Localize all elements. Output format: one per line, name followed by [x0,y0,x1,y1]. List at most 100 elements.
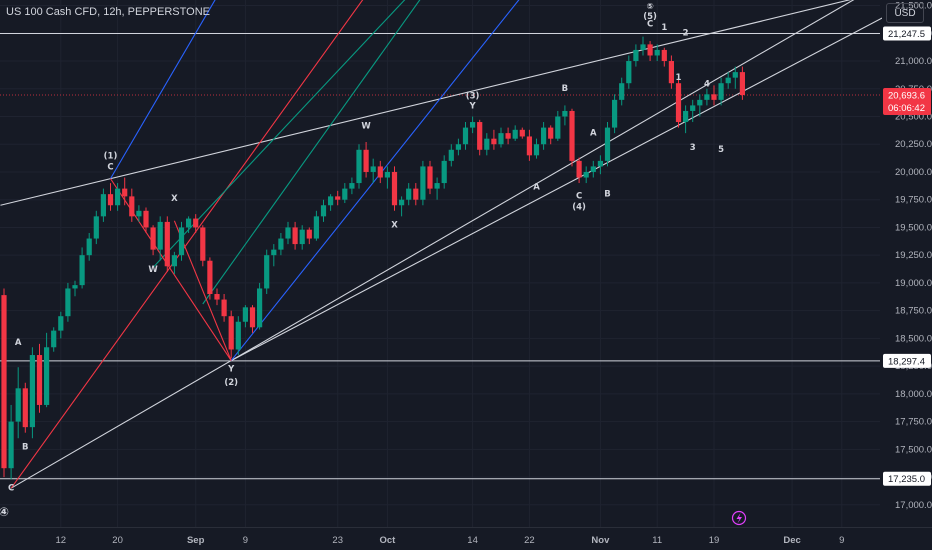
candle-body [413,188,419,200]
candle-body [711,94,717,100]
fork-green-line [202,0,421,305]
candle-body [356,149,362,184]
symbol-title[interactable]: US 100 Cash CFD, 12h, PEPPERSTONE [6,6,210,18]
wave-label: B [562,84,568,94]
wave-label: 1 [661,23,667,33]
candle-body [8,421,14,469]
candle-body [349,183,355,189]
wave-label: A [533,183,540,193]
drawing-tools[interactable] [0,0,895,489]
candle-body [299,229,305,245]
candle-body [590,166,596,172]
price-tick-label: 19,000.0 [895,278,932,289]
candle-body [157,221,163,250]
candle-body [434,183,440,189]
candle-body [143,210,149,228]
currency-button[interactable]: USD [886,3,924,23]
candle-body [207,260,213,295]
time-tick-label: Dec [783,535,800,546]
price-tick-label: 17,500.0 [895,444,932,455]
price-tick-label: 20,500.0 [895,111,932,122]
candle-body [569,110,575,161]
candle-body [462,127,469,145]
candle-countdown: 06:06:42 [888,103,925,114]
candle-body [186,218,192,228]
price-axis[interactable]: 17,000.017,250.017,500.017,750.018,000.0… [882,0,932,550]
wave-label: X [171,194,178,204]
wave-label: (1) [104,152,118,162]
time-tick-label: 11 [652,535,662,546]
candle-body [555,116,561,139]
price-tag [883,471,931,486]
candle-body [704,94,710,100]
candle-body [221,299,227,317]
price-tick-label: 21,500.0 [895,1,932,12]
time-tick-label: Oct [379,535,396,546]
candle-body [661,49,667,62]
wave-label: (2) [224,378,238,388]
candle-body [328,196,334,206]
wave-label: X [391,220,398,230]
price-tick-label: 18,750.0 [895,306,932,317]
fork-green-line [152,0,406,268]
price-tick-label: 17,000.0 [895,500,932,511]
price-tick-label: 20,000.0 [895,167,932,178]
wave-label: (5) [643,12,657,22]
wave-label: W [148,265,158,275]
candle-body [512,129,518,139]
fork-median-line [10,0,364,489]
candle-body [72,285,78,289]
candle-body [690,105,696,111]
candle-body [668,61,674,84]
candle-body [93,216,99,239]
candle-body [576,160,582,178]
candle-body [640,44,646,50]
candle-body [51,330,57,348]
candle-body [171,255,177,267]
candle-body [484,138,490,150]
candle-body [675,83,682,123]
price-tick-label: 19,500.0 [895,222,932,233]
price-tag [883,353,931,368]
candle-body [271,249,277,256]
price-tag-label: 18,297.4 [888,356,925,367]
wave-label: C [647,20,653,30]
candle-body [498,133,504,145]
candle-body [306,229,312,239]
time-tick-label: 9 [839,535,844,546]
time-tick-label: Sep [187,535,205,546]
wave-label: C [8,483,14,493]
candle-body [526,136,532,156]
candle-body [278,238,284,250]
candle-body [292,227,298,245]
time-axis[interactable]: 12 20 Sep 9 23 Oct 14 22 Nov 11 19 Dec 9 [0,527,932,550]
alert-icon[interactable] [731,510,747,526]
candle-body [235,321,241,350]
candle-body [732,72,738,78]
price-tick-label: 20,250.0 [895,139,932,150]
candle-body [29,355,35,428]
candle-body [718,83,724,100]
price-tick-label: 21,000.0 [895,56,932,67]
price-tag [883,26,931,41]
price-tick-label: 18,000.0 [895,389,932,400]
candle-body [548,127,554,139]
time-tick-label: 19 [709,535,720,546]
last-price-tag [883,88,931,116]
candle-body [477,122,483,150]
candle-body [470,122,476,128]
time-tick-label: 12 [56,535,67,546]
fork-lower-tine [230,0,520,361]
candle-body [399,199,405,206]
wave-label: V [647,0,654,2]
candle-body [562,110,568,117]
candle-body [264,255,270,289]
candle-body [115,188,121,206]
wave-label: A [15,338,22,348]
lightning-bolt [736,513,742,524]
time-tick-label: Nov [591,535,610,546]
candle-body [193,218,199,228]
candle-body [377,166,383,178]
